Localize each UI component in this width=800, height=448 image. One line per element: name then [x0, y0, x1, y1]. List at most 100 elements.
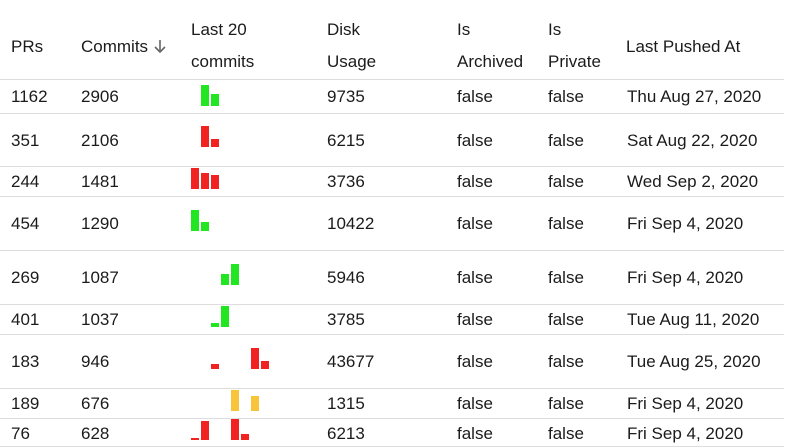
commit-sparkline	[0, 114, 219, 147]
table-row[interactable]: 401 1037 3785 false false Tue Aug 11, 2020	[0, 304, 784, 335]
table-row[interactable]: 1162 2906 9735 false false Thu Aug 27, 2020	[0, 79, 784, 114]
cell-private: false	[548, 424, 584, 443]
cell-private: false	[548, 394, 584, 413]
commit-bar	[211, 175, 219, 189]
header-disk-line1: Disk	[327, 20, 361, 39]
commit-bar	[191, 438, 199, 440]
cell-commits: 1037	[81, 310, 119, 329]
cell-last-pushed: Tue Aug 25, 2020	[627, 352, 761, 371]
header-commits[interactable]: Commits	[81, 31, 166, 63]
cell-disk: 6213	[327, 424, 365, 443]
header-disk-line2: Usage	[327, 52, 377, 71]
cell-private: false	[548, 131, 584, 150]
arrow-down-icon[interactable]	[154, 31, 166, 63]
commit-bar	[221, 306, 229, 327]
cell-disk: 10422	[327, 214, 375, 233]
header-archived-line2: Archived	[457, 52, 524, 71]
commit-bar	[231, 264, 239, 285]
cell-archived: false	[457, 214, 493, 233]
commit-bar	[261, 361, 269, 369]
table-row[interactable]: 244 1481 3736 false false Wed Sep 2, 2020	[0, 166, 784, 197]
commit-bar	[191, 210, 199, 231]
cell-private: false	[548, 352, 584, 371]
commit-bar	[231, 390, 239, 411]
commit-bar	[251, 396, 259, 411]
commit-bar	[201, 421, 209, 440]
commit-bar	[211, 94, 219, 106]
header-private-line1: Is	[548, 20, 562, 39]
cell-private: false	[548, 310, 584, 329]
commit-bar	[231, 419, 239, 440]
cell-commits: 1087	[81, 268, 119, 287]
cell-last-pushed: Fri Sep 4, 2020	[627, 424, 744, 443]
table-row[interactable]: 351 2106 6215 false false Sat Aug 22, 2020	[0, 113, 784, 167]
table-row[interactable]: 454 1290 10422 false false Fri Sep 4, 2020	[0, 196, 784, 251]
cell-commits: 2906	[81, 87, 119, 106]
cell-prs: 351	[11, 131, 40, 150]
cell-last-pushed: Fri Sep 4, 2020	[627, 214, 744, 233]
cell-prs: 1162	[11, 87, 48, 106]
commit-sparkline	[0, 419, 249, 440]
header-last20-line2: commits	[191, 52, 255, 71]
repo-table: PRs Commits Last 20 commits Disk Usage I…	[0, 14, 784, 448]
header-prs[interactable]: PRs	[11, 37, 44, 56]
cell-prs: 244	[11, 172, 40, 191]
table-row[interactable]: 183 946 43677 false false Tue Aug 25, 2020	[0, 334, 784, 389]
cell-commits: 676	[81, 394, 110, 413]
cell-private: false	[548, 172, 584, 191]
header-last20[interactable]: Last 20 commits	[191, 14, 254, 78]
cell-commits: 2106	[81, 131, 119, 150]
commit-sparkline	[0, 80, 219, 106]
cell-disk: 5946	[327, 268, 365, 287]
commit-bar	[201, 85, 209, 106]
cell-prs: 189	[11, 394, 40, 413]
cell-prs: 401	[11, 310, 40, 329]
commit-bar	[241, 434, 249, 440]
commit-bar	[201, 173, 209, 189]
cell-archived: false	[457, 87, 493, 106]
commit-bar	[251, 348, 259, 369]
header-private[interactable]: Is Private	[548, 14, 601, 78]
cell-disk: 3736	[327, 172, 365, 191]
commit-sparkline	[0, 251, 239, 285]
header-private-line2: Private	[548, 52, 601, 71]
commit-bar	[191, 168, 199, 189]
commit-sparkline	[0, 197, 209, 231]
header-last-pushed[interactable]: Last Pushed At	[626, 37, 741, 56]
header-archived-line1: Is	[457, 20, 471, 39]
table-row[interactable]: 269 1087 5946 false false Fri Sep 4, 2020	[0, 250, 784, 305]
cell-archived: false	[457, 131, 493, 150]
cell-private: false	[548, 268, 584, 287]
commit-bar	[221, 274, 229, 285]
cell-disk: 43677	[327, 352, 375, 371]
cell-prs: 76	[11, 424, 30, 443]
commit-bar	[211, 323, 219, 327]
cell-commits: 1290	[81, 214, 119, 233]
commit-bar	[201, 126, 209, 147]
header-archived[interactable]: Is Archived	[457, 14, 523, 78]
cell-prs: 269	[11, 268, 40, 287]
header-disk[interactable]: Disk Usage	[327, 14, 376, 78]
header-commits-label: Commits	[81, 37, 149, 56]
commit-sparkline	[0, 305, 229, 327]
cell-last-pushed: Sat Aug 22, 2020	[627, 131, 758, 150]
cell-commits: 946	[81, 352, 110, 371]
cell-prs: 454	[11, 214, 40, 233]
cell-last-pushed: Tue Aug 11, 2020	[627, 310, 760, 329]
cell-last-pushed: Wed Sep 2, 2020	[627, 172, 759, 191]
commit-bar	[201, 222, 209, 231]
header-last20-line1: Last 20	[191, 20, 247, 39]
cell-archived: false	[457, 310, 493, 329]
table-row[interactable]: 189 676 1315 false false Fri Sep 4, 2020	[0, 388, 784, 419]
commit-sparkline	[0, 167, 219, 189]
commit-bar	[211, 364, 219, 369]
cell-archived: false	[457, 352, 493, 371]
cell-disk: 9735	[327, 87, 365, 106]
cell-disk: 6215	[327, 131, 365, 150]
table-row[interactable]: 76 628 6213 false false Fri Sep 4, 2020	[0, 418, 784, 448]
commit-bar	[211, 139, 219, 147]
cell-private: false	[548, 87, 584, 106]
cell-last-pushed: Thu Aug 27, 2020	[627, 87, 762, 106]
cell-commits: 1481	[81, 172, 119, 191]
cell-disk: 1315	[327, 394, 365, 413]
